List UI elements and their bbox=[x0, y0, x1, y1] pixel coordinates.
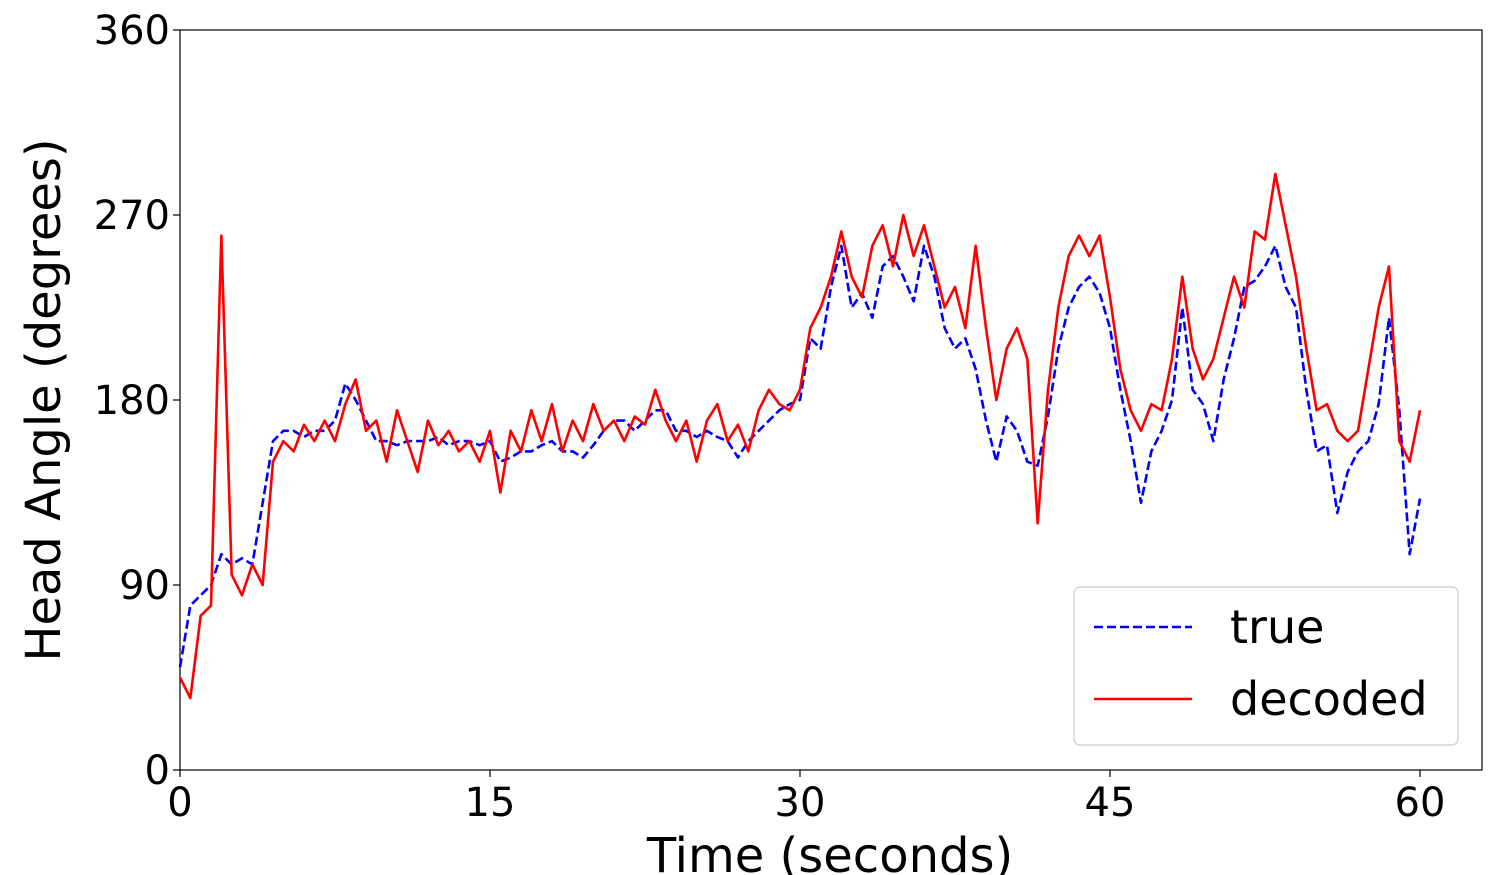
x-axis-label: Time (seconds) bbox=[646, 828, 1013, 875]
x-tick-label: 30 bbox=[775, 780, 826, 826]
y-tick-label: 270 bbox=[94, 193, 170, 239]
x-tick-label: 15 bbox=[465, 780, 516, 826]
series-line bbox=[178, 244, 1422, 668]
y-tick-label: 90 bbox=[119, 563, 170, 609]
y-tick-label: 180 bbox=[94, 378, 170, 424]
y-tick-label: 0 bbox=[145, 748, 170, 794]
series-line bbox=[178, 172, 1422, 700]
legend-box bbox=[1073, 586, 1459, 746]
legend-label: decoded bbox=[1230, 672, 1428, 726]
x-tick-label: 45 bbox=[1085, 780, 1136, 826]
y-axis-label: Head Angle (degrees) bbox=[16, 138, 72, 661]
y-tick-label: 360 bbox=[94, 8, 170, 54]
x-tick-label: 0 bbox=[167, 780, 192, 826]
legend-label: true bbox=[1230, 600, 1324, 654]
x-tick-label: 60 bbox=[1395, 780, 1446, 826]
